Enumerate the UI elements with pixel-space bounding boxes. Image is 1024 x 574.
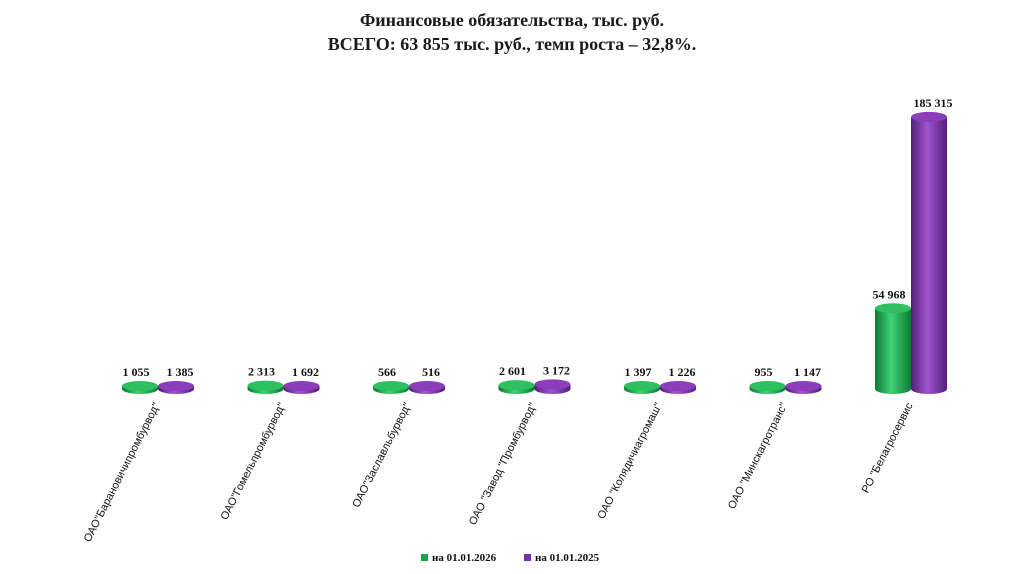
data-label: 3 172 <box>543 363 570 377</box>
bar-series1-2 <box>373 381 409 394</box>
data-label: 185 315 <box>914 96 953 110</box>
legend-swatch <box>524 554 531 561</box>
data-label: 566 <box>378 365 396 379</box>
bar-series1-0 <box>122 381 158 394</box>
bar-series2-6 <box>911 111 947 395</box>
bar-series1-3 <box>498 380 535 394</box>
data-label: 955 <box>755 365 773 379</box>
category-label: ОАО"Гомельпромбурвод" <box>219 401 289 522</box>
category-label: ОАО"Барановичипромбурвод" <box>82 401 163 544</box>
category-label: РО "Белагросервис <box>860 400 916 495</box>
chart-title: Финансовые обязательства, тыс. руб. <box>359 10 665 30</box>
bar-series1-5 <box>749 381 786 394</box>
legend-swatch <box>421 554 428 561</box>
chart-subtitle: ВСЕГО: 63 855 тыс. руб., темп роста – 32… <box>327 34 697 54</box>
category-label: ОАО "Завод "Промбурвод" <box>467 401 539 527</box>
data-label: 2 313 <box>248 365 275 379</box>
legend-label: на 01.01.2025 <box>535 552 600 564</box>
bar-series1-6 <box>875 303 911 394</box>
bar-series2-3 <box>534 379 571 394</box>
category-label: ОАО "Минскагротранс" <box>726 401 790 511</box>
data-label: 1 055 <box>123 365 150 379</box>
legend: на 01.01.2026 на 01.01.2025 <box>421 552 600 564</box>
data-label: 2 601 <box>499 364 526 378</box>
bar-series1-4 <box>624 381 660 394</box>
category-label: ОАО"Заславльбурвод" <box>350 401 413 510</box>
legend-label: на 01.01.2026 <box>432 552 497 564</box>
data-label: 1 397 <box>625 365 652 379</box>
bar-series2-5 <box>785 381 822 394</box>
bar-series2-1 <box>283 381 320 394</box>
data-label: 1 226 <box>669 365 696 379</box>
data-label: 1 147 <box>794 365 821 379</box>
bar-series2-4 <box>660 381 696 394</box>
bar-series1-1 <box>247 380 284 394</box>
bar-series2-0 <box>158 381 194 394</box>
category-label: ОАО "Колядичиагромаш" <box>596 401 665 521</box>
data-label: 516 <box>422 365 440 379</box>
data-label: 54 968 <box>873 287 906 301</box>
data-label: 1 692 <box>292 365 319 379</box>
data-label: 1 385 <box>167 365 194 379</box>
bar-series2-2 <box>409 381 445 394</box>
